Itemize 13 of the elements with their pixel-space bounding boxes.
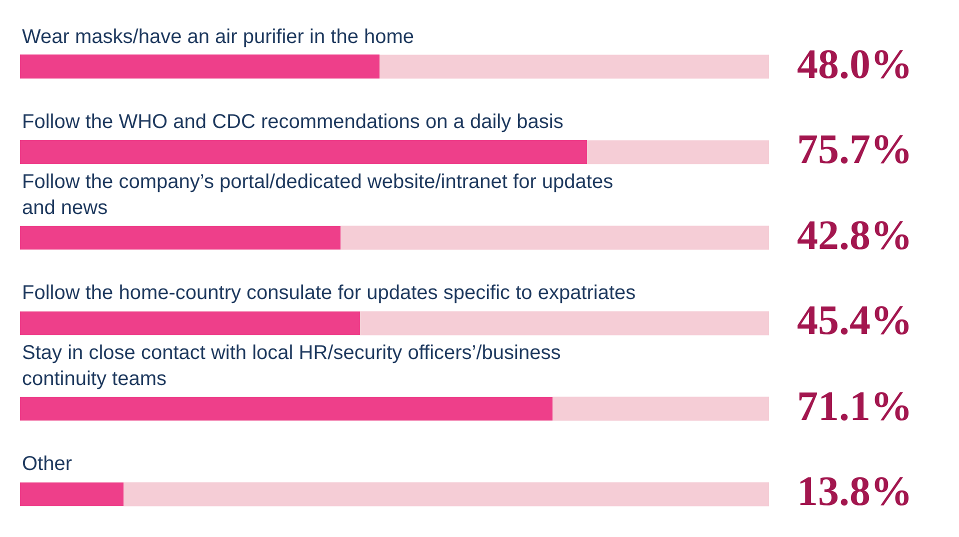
bar (20, 482, 124, 506)
y-tick-label: Stay in close contact with local HR/security officers’/business continuity teams (22, 342, 561, 390)
data-label: 71.1% (797, 384, 912, 430)
data-label: 75.7% (797, 127, 912, 173)
y-tick-label: Follow the company’s portal/dedicated website/intranet for updates and news (22, 171, 614, 219)
y-tick-label: Other (22, 453, 72, 475)
y-tick-label: Wear masks/have an air purifier in the home (22, 26, 414, 48)
data-label: 45.4% (797, 298, 912, 344)
data-label: 13.8% (797, 469, 912, 515)
data-label: 48.0% (797, 42, 912, 88)
y-tick-label: Follow the home-country consulate for updates specific to expatriates (22, 282, 636, 304)
data-label: 42.8% (797, 213, 912, 259)
y-tick-label: Follow the WHO and CDC recommendations on a daily basis (22, 111, 564, 133)
